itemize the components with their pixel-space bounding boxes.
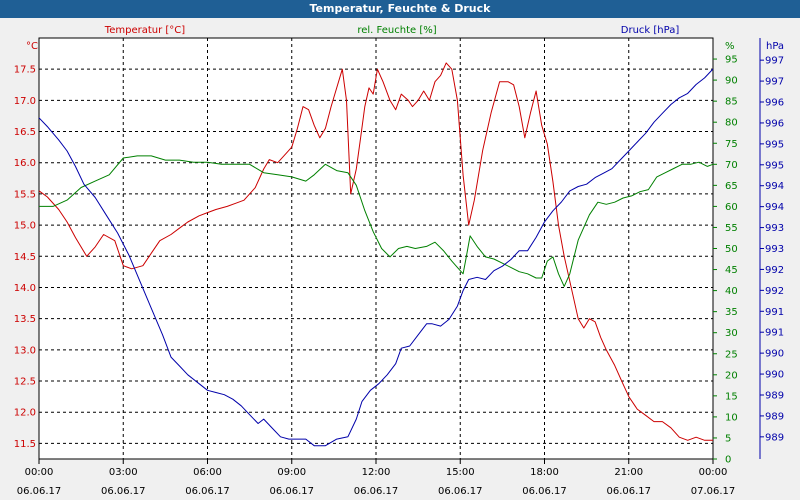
temperature-tick-label: 16.0	[14, 158, 36, 169]
x-tick-time: 09:00	[277, 467, 306, 478]
humidity-tick-label: 0	[725, 455, 731, 466]
humidity-tick-label: 5	[725, 433, 731, 444]
pressure-tick-label: 996	[765, 118, 784, 129]
x-tick-date: 06.06.17	[522, 486, 567, 497]
x-tick-time: 03:00	[109, 467, 138, 478]
humidity-tick-label: 20	[725, 370, 738, 381]
temperature-tick-label: 14.5	[14, 252, 36, 263]
x-tick-date: 06.06.17	[269, 486, 314, 497]
pressure-tick-label: 992	[765, 265, 784, 276]
temperature-tick-label: 15.0	[14, 221, 36, 232]
x-tick-time: 15:00	[446, 467, 475, 478]
pressure-tick-label: 995	[765, 139, 784, 150]
x-tick-date: 06.06.17	[17, 486, 62, 497]
temperature-tick-label: 12.0	[14, 408, 36, 419]
series-lines	[38, 62, 714, 447]
pressure-tick-label: 992	[765, 286, 784, 297]
pressure-tick-label: 997	[765, 56, 784, 67]
temperature-line	[38, 62, 713, 441]
chart: 00:00 06.06.17 03:00 06.06.17 06:00 06.06.17 0…	[14, 25, 784, 497]
pressure-tick-label: 996	[765, 98, 784, 109]
pressure-unit: hPa	[766, 41, 784, 52]
humidity-tick-label: 75	[725, 139, 738, 150]
temperature-tick-label: 11.5	[14, 439, 36, 450]
window-title: Temperatur, Feuchte & Druck	[0, 0, 800, 18]
temperature-tick-label: 17.5	[14, 65, 36, 76]
x-tick-time: 00:00	[699, 467, 728, 478]
humidity-tick-label: 85	[725, 97, 738, 108]
humidity-tick-label: 40	[725, 286, 738, 297]
temperature-tick-label: 15.5	[14, 189, 36, 200]
humidity-tick-label: 55	[725, 223, 738, 234]
pressure-tick-label: 997	[765, 77, 784, 88]
humidity-tick-label: 65	[725, 181, 738, 192]
humidity-tick-label: 60	[725, 202, 738, 213]
x-axis: 00:00 06.06.17 03:00 06.06.17 06:00 06.06.17 0…	[17, 459, 736, 497]
humidity-tick-label: 45	[725, 265, 738, 276]
humidity-tick-label: 30	[725, 328, 738, 339]
humidity-tick-label: 50	[725, 244, 738, 255]
humidity-line	[39, 155, 714, 287]
temperature-unit: °C	[26, 41, 38, 52]
pressure-axis-label: Druck [hPa]	[621, 25, 680, 36]
pressure-tick-label: 994	[765, 181, 784, 192]
temperature-axis: 11.5 12.0 12.5 13.0 13.5 14.0 14.5 15.0 15.5 16.0…	[14, 65, 36, 450]
temperature-tick-label: 16.5	[14, 127, 36, 138]
x-tick-time: 06:00	[193, 467, 222, 478]
x-tick-date: 06.06.17	[185, 486, 230, 497]
pressure-tick-label: 993	[765, 223, 784, 234]
pressure-tick-label: 994	[765, 202, 784, 213]
x-tick-time: 00:00	[25, 467, 54, 478]
humidity-tick-label: 95	[725, 55, 738, 66]
x-tick-date: 06.06.17	[606, 486, 651, 497]
humidity-tick-label: 15	[725, 391, 738, 402]
humidity-unit: %	[725, 41, 735, 52]
temperature-tick-label: 14.0	[14, 283, 36, 294]
grid	[39, 38, 713, 459]
x-tick-time: 18:00	[530, 467, 559, 478]
humidity-tick-label: 35	[725, 307, 738, 318]
pressure-tick-label: 991	[765, 307, 784, 318]
temperature-tick-label: 12.5	[14, 377, 36, 388]
pressure-line	[38, 68, 714, 447]
x-tick-date: 06.06.17	[438, 486, 483, 497]
humidity-axis: 0 5 10 15 20 25 30 35 40 45 50 55 60 65 70 75 80 85 90 95	[713, 55, 738, 466]
temperature-tick-label: 13.0	[14, 345, 36, 356]
pressure-tick-label: 989	[765, 432, 784, 443]
pressure-tick-label: 989	[765, 390, 784, 401]
pressure-tick-label: 991	[765, 328, 784, 339]
x-tick-time: 12:00	[362, 467, 391, 478]
pressure-tick-label: 990	[765, 370, 784, 381]
x-tick-time: 21:00	[614, 467, 643, 478]
x-tick-date: 07.06.17	[691, 486, 736, 497]
x-tick-date: 06.06.17	[101, 486, 146, 497]
temperature-axis-label: Temperatur [°C]	[104, 25, 185, 36]
humidity-tick-label: 10	[725, 412, 738, 423]
humidity-tick-label: 80	[725, 118, 738, 129]
humidity-axis-label: rel. Feuchte [%]	[357, 25, 436, 36]
pressure-tick-label: 990	[765, 349, 784, 360]
humidity-tick-label: 90	[725, 76, 738, 87]
x-tick-date: 06.06.17	[354, 486, 399, 497]
pressure-tick-label: 989	[765, 411, 784, 422]
temperature-tick-label: 13.5	[14, 314, 36, 325]
temperature-tick-label: 17.0	[14, 96, 36, 107]
pressure-tick-label: 993	[765, 244, 784, 255]
humidity-tick-label: 25	[725, 349, 738, 360]
pressure-axis: 989 989 989 990 990 991 991 992 992 993 993 994 994 9…	[759, 38, 784, 459]
humidity-tick-label: 70	[725, 160, 738, 171]
pressure-tick-label: 995	[765, 160, 784, 171]
